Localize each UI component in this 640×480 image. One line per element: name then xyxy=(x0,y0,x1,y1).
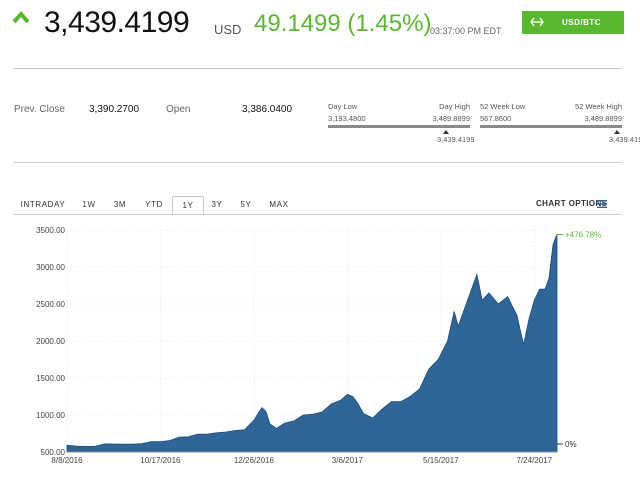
quote-time: 03:37:00 PM EDT xyxy=(430,26,502,36)
day-range: Day Low Day High 3,193.4800 3,489.8899 3… xyxy=(328,102,475,152)
open-value: 3,386.0400 xyxy=(242,104,293,115)
price-change: 49.1499 (1.45%) xyxy=(254,10,432,37)
week52-low-value: 567.8600 xyxy=(480,114,512,123)
prev-close-value: 3,390.2700 xyxy=(89,104,140,115)
bottom-return-label: 0% xyxy=(565,440,577,449)
price-area xyxy=(66,234,558,453)
currency-pair-button[interactable]: USD/BTC xyxy=(522,11,624,34)
day-low-value: 3,193.4800 xyxy=(328,114,366,123)
x-tick-label: 12/26/2016 xyxy=(234,456,275,465)
top-return-label: +476.78% xyxy=(565,231,601,240)
day-range-marker xyxy=(443,130,449,134)
tab-1y[interactable]: 1Y xyxy=(172,196,204,214)
currency-pair-label: USD/BTC xyxy=(562,18,602,27)
week52-high-value: 3,489.8899 xyxy=(584,114,622,123)
x-tick-label: 3/6/2017 xyxy=(332,456,364,465)
tab-ytd[interactable]: YTD xyxy=(145,200,163,209)
day-range-bar xyxy=(328,125,470,128)
week52-low-label: 52 Week Low xyxy=(480,102,526,111)
week52-high-label: 52 Week High xyxy=(575,102,622,111)
swap-arrows-icon xyxy=(530,17,544,27)
x-tick-label: 10/17/2016 xyxy=(140,456,181,465)
y-tick-label: 1500.00 xyxy=(36,374,65,383)
y-tick-label: 500.00 xyxy=(41,448,66,457)
chart-top-divider xyxy=(14,214,622,215)
tab-max[interactable]: MAX xyxy=(269,200,289,209)
week52-current-value: 3,439.4199 xyxy=(609,135,640,144)
tab-5y[interactable]: 5Y xyxy=(240,200,252,209)
y-tick-label: 2000.00 xyxy=(36,337,65,346)
currency-label: USD xyxy=(214,22,242,37)
day-low-label: Day Low xyxy=(328,102,358,111)
tab-3y[interactable]: 3Y xyxy=(211,200,223,209)
tab-3m[interactable]: 3M xyxy=(113,200,127,209)
day-current-value: 3,439.4199 xyxy=(437,135,475,144)
tab-intraday[interactable]: INTRADAY xyxy=(20,200,66,209)
menu-icon[interactable] xyxy=(597,200,607,208)
prev-close-label: Prev. Close xyxy=(14,104,65,115)
up-arrow-icon xyxy=(12,10,30,24)
chart-options-button[interactable]: CHART OPTIONS xyxy=(536,199,608,208)
week52-range-marker xyxy=(614,130,620,134)
tab-1w[interactable]: 1W xyxy=(82,200,96,209)
day-high-label: Day High xyxy=(439,102,470,111)
open-label: Open xyxy=(166,104,191,115)
week52-range-bar xyxy=(480,125,622,128)
y-tick-label: 1000.00 xyxy=(36,411,65,420)
x-tick-label: 7/24/2017 xyxy=(517,456,553,465)
current-price: 3,439.4199 xyxy=(44,6,190,39)
y-tick-label: 2500.00 xyxy=(36,300,65,309)
header-divider xyxy=(14,68,622,69)
week52-range: 52 Week Low 52 Week High 567.8600 3,489.… xyxy=(480,102,640,152)
y-tick-label: 3500.00 xyxy=(36,226,65,235)
day-high-value: 3,489.8899 xyxy=(432,114,470,123)
x-tick-label: 8/8/2016 xyxy=(51,456,83,465)
y-tick-label: 3000.00 xyxy=(36,263,65,272)
stats-divider xyxy=(14,162,622,163)
quote-stats: Prev. Close 3,390.2700 Open 3,386.0400 D… xyxy=(0,92,640,162)
quote-header: 3,439.4199 USD 49.1499 (1.45%) 03:37:00 … xyxy=(0,0,640,50)
x-tick-label: 5/15/2017 xyxy=(423,456,459,465)
